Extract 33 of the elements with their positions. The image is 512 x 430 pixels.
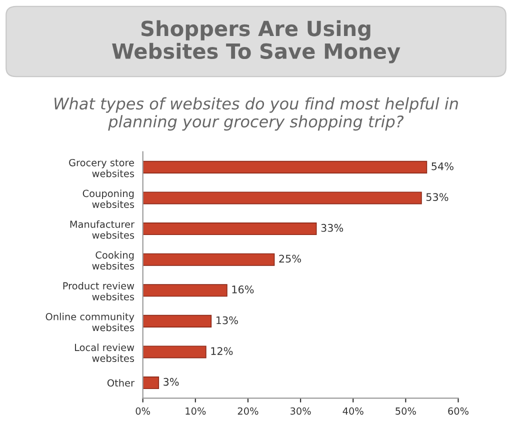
chart-title: Shoppers Are Using Websites To Save Money: [112, 20, 400, 64]
data-label: 53%: [426, 193, 448, 202]
data-label: 16%: [232, 286, 254, 294]
y-tick-label: Local review websites: [75, 344, 134, 362]
x-tick-label: 20%: [238, 407, 258, 415]
x-tick-label: 0%: [136, 407, 150, 415]
x-tick-label: 10%: [186, 407, 206, 415]
y-tick-label: Other: [107, 379, 135, 387]
y-tick-label: Grocery store websites: [69, 158, 134, 178]
x-tick-label: 60%: [448, 407, 469, 415]
bar: [142, 253, 275, 266]
x-tick-label: 30%: [290, 407, 311, 415]
x-tick-label: 40%: [342, 407, 364, 415]
x-tick-label: 50%: [396, 407, 416, 415]
y-tick-label: Cooking websites: [92, 251, 134, 270]
y-tick-label: Couponing websites: [82, 190, 134, 208]
y-tick-label: Online community websites: [46, 312, 134, 332]
data-label: 3%: [164, 378, 179, 386]
bar: [142, 314, 212, 328]
data-label: 25%: [279, 254, 302, 263]
data-label: 13%: [216, 316, 238, 324]
bar: [142, 192, 422, 204]
bar: [142, 222, 317, 236]
data-label: 33%: [321, 224, 344, 232]
bar: [142, 376, 160, 390]
bar: [142, 284, 228, 297]
bar: [142, 346, 206, 358]
y-tick-label: Manufacturer websites: [70, 220, 135, 239]
chart-subtitle: What types of websites do you find most helpful in planning your grocery shopping trip?: [54, 97, 458, 131]
y-tick-label: Product review websites: [63, 282, 134, 300]
data-label: 54%: [432, 162, 454, 170]
data-label: 12%: [211, 347, 233, 356]
bar: [142, 160, 428, 174]
